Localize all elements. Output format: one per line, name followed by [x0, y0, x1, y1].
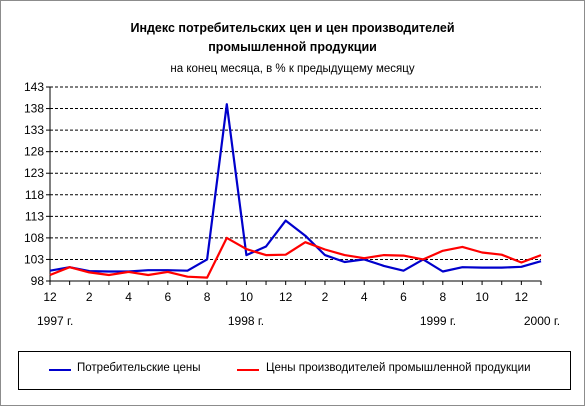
y-tick-label: 133 [24, 123, 44, 137]
x-tick-label: 10 [240, 290, 254, 304]
x-tick-label: 4 [125, 290, 132, 304]
x-tick-label: 10 [475, 290, 489, 304]
year-label: 1997 г. [37, 314, 73, 328]
legend-swatch-producer [237, 369, 259, 371]
y-tick-label: 103 [24, 252, 44, 266]
y-tick-label: 98 [31, 274, 45, 288]
chart-subtitle: на конец месяца, в % к предыдущему месяц… [170, 63, 415, 75]
series-line-consumer [49, 103, 542, 273]
chart-title-line-2: промышленной продукции [208, 40, 377, 54]
y-tick-label: 123 [24, 166, 44, 180]
x-tick-label: 12 [279, 290, 293, 304]
series-line-producer [49, 236, 542, 279]
x-tick-label: 6 [400, 290, 407, 304]
y-axis-ticks: 98 103 108 113 118 123 128 133 138 143 [24, 80, 44, 288]
axes [46, 86, 542, 285]
x-tick-label: 12 [515, 290, 529, 304]
legend: Потребительские цены Цены производителей… [18, 351, 571, 390]
year-labels: 1997 г. 1998 г. 1999 г. 2000 г. [37, 314, 560, 328]
grid-lines [50, 86, 541, 260]
y-tick-label: 113 [25, 209, 44, 223]
year-label: 1999 г. [420, 314, 456, 328]
x-tick-label: 4 [361, 290, 368, 304]
x-tick-label: 6 [164, 290, 171, 304]
x-axis-ticks: 12 2 4 6 8 10 12 2 4 6 8 10 12 [43, 290, 528, 304]
chart-title-line-1: Индекс потребительских цен и цен произво… [130, 21, 455, 35]
series-lines [49, 103, 542, 279]
legend-label-consumer: Потребительские цены [77, 362, 201, 374]
year-label: 1998 г. [228, 314, 264, 328]
x-tick-label: 2 [322, 290, 329, 304]
y-tick-label: 143 [24, 80, 44, 94]
x-tick-label: 8 [439, 290, 446, 304]
y-tick-label: 138 [24, 102, 44, 116]
year-label: 2000 г. [524, 314, 560, 328]
x-tick-label: 8 [204, 290, 211, 304]
chart-title: Индекс потребительских цен и цен произво… [0, 19, 585, 57]
legend-swatch-consumer [49, 369, 71, 371]
y-tick-label: 128 [24, 145, 44, 159]
y-tick-label: 108 [24, 231, 44, 245]
y-tick-label: 118 [25, 188, 44, 202]
x-tick-label: 2 [86, 290, 93, 304]
x-tick-label: 12 [43, 290, 57, 304]
legend-label-producer: Цены производителей промышленной продукц… [266, 362, 531, 374]
